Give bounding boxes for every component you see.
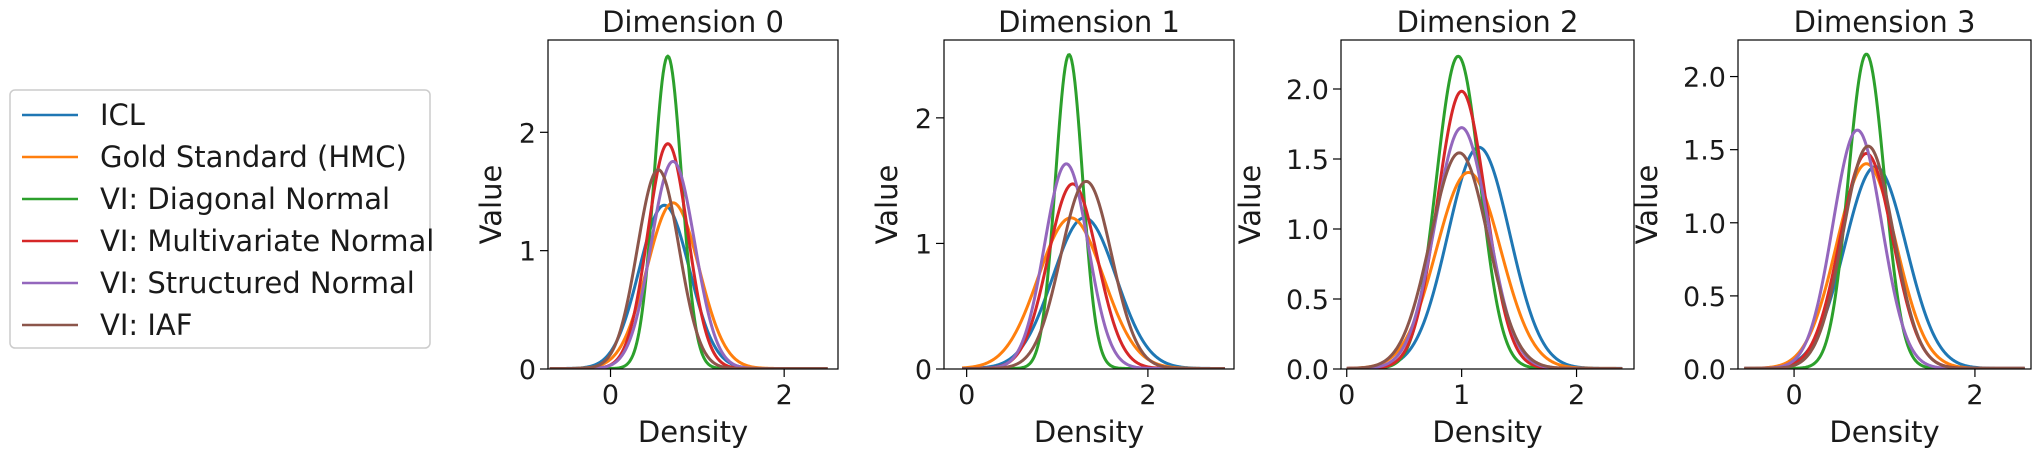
y-axis-label: Value: [1630, 165, 1664, 245]
legend-label: Gold Standard (HMC): [100, 140, 407, 174]
panel-title: Dimension 1: [998, 5, 1180, 39]
series-group: [1346, 54, 1623, 369]
plot-frame: [1340, 39, 1635, 370]
series-line-0: [1346, 145, 1623, 369]
panel-title: Dimension 0: [602, 5, 784, 39]
legend-label: VI: Structured Normal: [100, 266, 415, 300]
y-tick-label: 1.0: [1683, 209, 1726, 240]
legend: ICL Gold Standard (HMC) VI: Diagonal Norma…: [9, 89, 434, 349]
series-group: [1744, 52, 2025, 369]
x-axis-label: Density: [1034, 415, 1144, 449]
series-line-2: [961, 53, 1226, 369]
y-tick-label: 2: [519, 118, 536, 149]
x-axis-label: Density: [638, 415, 748, 449]
series-group: [549, 54, 828, 369]
series-line-2: [1744, 52, 2025, 369]
x-tick-label: 0: [1785, 380, 1802, 411]
chart-panels: 0 2 0 1 2 Dimension 0 Density Value 0 2 0 1 2 Dimensi…: [474, 5, 2032, 449]
y-tick-label: 0.0: [1683, 355, 1726, 386]
y-axis-label: Value: [870, 165, 904, 245]
panel-3: 0 2 0.0 0.5 1.0 1.5 2.0 Dimension 3 Density Value: [1630, 5, 2032, 449]
plot-frame: [547, 39, 839, 370]
x-tick-label: 0: [602, 380, 619, 411]
series-line-5: [1346, 151, 1623, 369]
y-axis-label: Value: [1233, 165, 1267, 245]
x-tick-label: 1: [1453, 380, 1470, 411]
series-line-2: [1346, 54, 1623, 369]
y-tick-label: 0.5: [1286, 285, 1329, 316]
x-tick-label: 2: [1568, 380, 1585, 411]
y-tick-label: 1.0: [1286, 215, 1329, 246]
y-tick-label: 1.5: [1286, 145, 1329, 176]
legend-label: VI: Multivariate Normal: [100, 224, 434, 258]
x-tick-label: 0: [958, 380, 975, 411]
legend-frame: [9, 89, 431, 349]
y-tick-label: 0.5: [1683, 282, 1726, 313]
x-tick-label: 2: [776, 380, 793, 411]
x-tick-label: 2: [1139, 380, 1156, 411]
panel-title: Dimension 3: [1794, 5, 1976, 39]
panel-title: Dimension 2: [1397, 5, 1579, 39]
y-tick-label: 1: [915, 229, 932, 260]
plot-frame: [1737, 39, 2032, 370]
y-tick-label: 0: [915, 355, 932, 386]
legend-label: ICL: [100, 98, 145, 132]
y-tick-label: 2.0: [1683, 63, 1726, 94]
x-tick-label: 0: [1338, 380, 1355, 411]
y-tick-label: 1: [519, 237, 536, 268]
y-tick-label: 2.0: [1286, 75, 1329, 106]
series-group: [961, 53, 1226, 369]
y-tick-label: 0.0: [1286, 355, 1329, 386]
panel-2: 0 1 2 0.0 0.5 1.0 1.5 2.0 Dimension 2 Density Valu…: [1233, 5, 1635, 449]
panel-1: 0 2 0 1 2 Dimension 1 Density Value: [870, 5, 1235, 449]
x-axis-label: Density: [1432, 415, 1542, 449]
series-line-4: [1346, 126, 1623, 369]
plot-frame: [943, 39, 1235, 370]
x-axis-label: Density: [1829, 415, 1939, 449]
y-tick-label: 1.5: [1683, 136, 1726, 167]
series-line-5: [961, 179, 1226, 369]
panel-0: 0 2 0 1 2 Dimension 0 Density Value: [474, 5, 839, 449]
y-tick-label: 0: [519, 355, 536, 386]
series-line-1: [549, 201, 828, 369]
legend-label: VI: IAF: [100, 308, 192, 342]
legend-label: VI: Diagonal Normal: [100, 182, 390, 216]
y-axis-label: Value: [474, 165, 508, 245]
x-tick-label: 2: [1966, 380, 1983, 411]
series-line-4: [961, 162, 1226, 369]
y-tick-label: 2: [915, 104, 932, 135]
